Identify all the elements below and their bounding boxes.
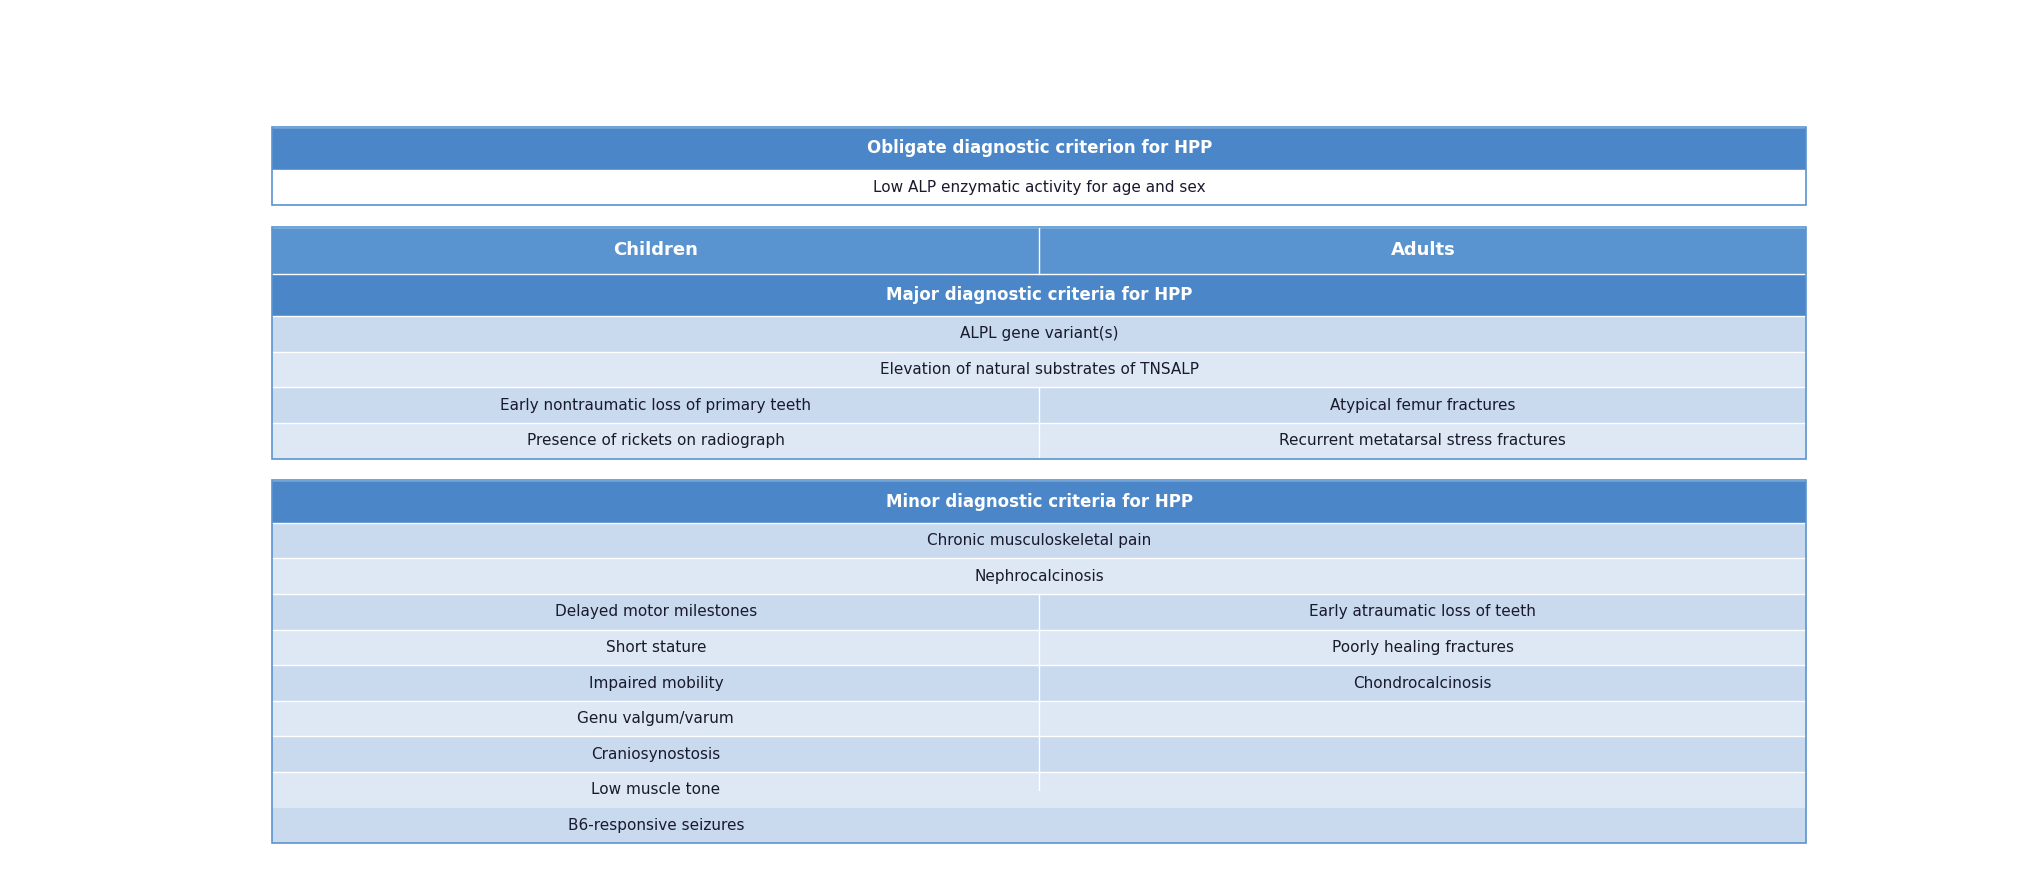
Bar [272, 228, 1807, 274]
Text: Early nontraumatic loss of primary teeth: Early nontraumatic loss of primary teeth [501, 397, 811, 412]
Text: Major diagnostic criteria for HPP: Major diagnostic criteria for HPP [886, 286, 1192, 304]
Text: B6-responsive seizures: B6-responsive seizures [568, 818, 744, 833]
Text: Chondrocalcinosis: Chondrocalcinosis [1353, 676, 1493, 691]
Bar [272, 480, 1807, 844]
Text: Obligate diagnostic criterion for HPP: Obligate diagnostic criterion for HPP [866, 140, 1213, 157]
Bar [272, 772, 1807, 807]
Text: Minor diagnostic criteria for HPP: Minor diagnostic criteria for HPP [886, 493, 1192, 510]
Bar [272, 665, 1807, 701]
Bar [272, 388, 1807, 423]
Text: Low muscle tone: Low muscle tone [592, 782, 720, 797]
Bar [272, 523, 1807, 558]
Bar [272, 558, 1807, 594]
Text: Impaired mobility: Impaired mobility [588, 676, 724, 691]
Text: ALPL gene variant(s): ALPL gene variant(s) [959, 326, 1119, 341]
Text: Chronic musculoskeletal pain: Chronic musculoskeletal pain [927, 533, 1152, 549]
Bar [272, 228, 1807, 459]
Bar [272, 127, 1807, 170]
Bar [272, 807, 1807, 844]
Text: Craniosynostosis: Craniosynostosis [592, 747, 720, 762]
Text: Poorly healing fractures: Poorly healing fractures [1332, 640, 1513, 655]
Bar [272, 629, 1807, 665]
Bar [272, 423, 1807, 459]
Text: Early atraumatic loss of teeth: Early atraumatic loss of teeth [1310, 605, 1537, 620]
Bar [272, 701, 1807, 736]
Text: Atypical femur fractures: Atypical femur fractures [1330, 397, 1515, 412]
Bar [272, 127, 1807, 205]
Text: Recurrent metatarsal stress fractures: Recurrent metatarsal stress fractures [1280, 433, 1566, 448]
Bar [272, 352, 1807, 388]
Text: Low ALP enzymatic activity for age and sex: Low ALP enzymatic activity for age and s… [872, 180, 1207, 195]
Bar [272, 480, 1807, 523]
Text: Nephrocalcinosis: Nephrocalcinosis [975, 569, 1103, 584]
Bar [272, 170, 1807, 205]
Text: Genu valgum/varum: Genu valgum/varum [578, 711, 734, 726]
Bar [272, 316, 1807, 352]
Text: Short stature: Short stature [606, 640, 706, 655]
Text: Children: Children [612, 242, 698, 260]
Text: Elevation of natural substrates of TNSALP: Elevation of natural substrates of TNSAL… [880, 362, 1199, 377]
Text: Delayed motor milestones: Delayed motor milestones [556, 605, 756, 620]
Text: Presence of rickets on radiograph: Presence of rickets on radiograph [527, 433, 785, 448]
Bar [272, 274, 1807, 316]
Text: Adults: Adults [1391, 242, 1456, 260]
Bar [272, 594, 1807, 629]
Bar [272, 736, 1807, 772]
